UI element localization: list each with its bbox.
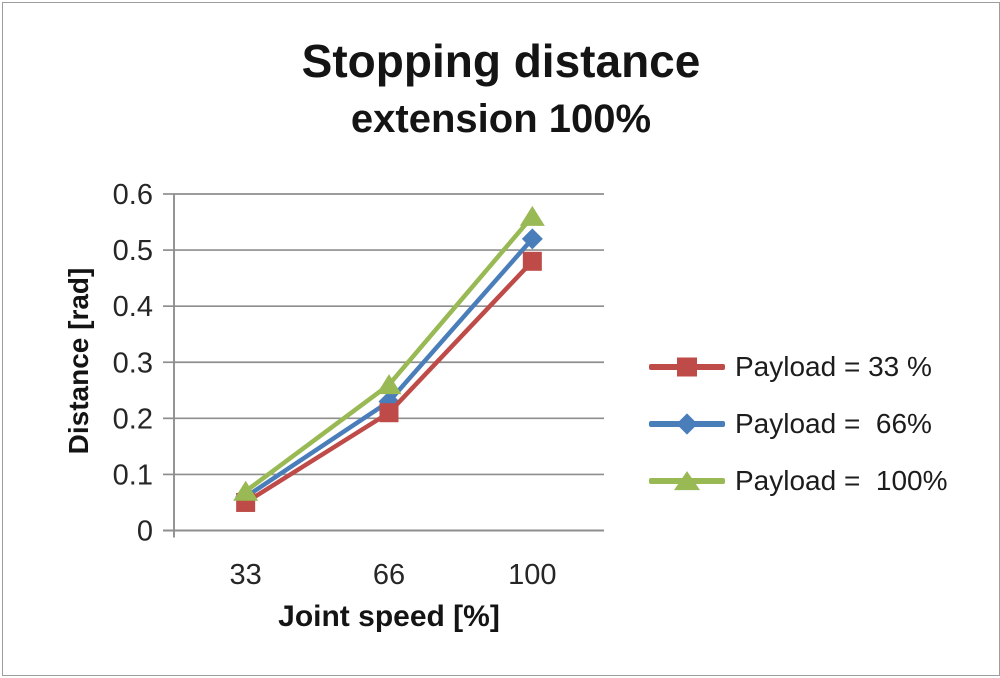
marker-diamond xyxy=(521,228,543,250)
y-tick-label: 0.1 xyxy=(113,459,153,491)
legend-item: Payload = 33 % xyxy=(647,347,948,387)
legend-marker-shape xyxy=(676,413,698,435)
y-tick-label: 0.5 xyxy=(113,235,153,267)
marker-triangle xyxy=(519,205,545,226)
x-tick-label: 66 xyxy=(373,559,405,591)
legend-marker-shape xyxy=(674,471,700,491)
legend-marker-shape xyxy=(677,357,697,377)
chart-title: Stopping distance xyxy=(301,35,701,87)
legend-label: Payload = 66% xyxy=(735,408,932,439)
marker-square xyxy=(379,403,399,423)
x-tick-label: 33 xyxy=(230,559,262,591)
legend-label: Payload = 33 % xyxy=(735,351,932,382)
legend-label: Payload = 100% xyxy=(735,465,948,496)
y-tick-label: 0.2 xyxy=(113,403,153,435)
chart-subtitle: extension 100% xyxy=(350,97,652,141)
series-line-triangle xyxy=(244,214,535,494)
marker-triangle xyxy=(376,374,402,395)
legend-diamond-icon xyxy=(647,404,727,444)
legend-square-icon xyxy=(647,347,727,387)
marker-square xyxy=(522,251,542,271)
y-tick-label: 0.6 xyxy=(113,179,153,211)
legend-item: Payload = 66% xyxy=(647,404,948,444)
y-tick-label: 0.3 xyxy=(113,347,153,379)
y-axis-title: Distance [rad] xyxy=(63,267,94,455)
marker-triangle xyxy=(233,480,259,501)
legend-item: Payload = 100% xyxy=(647,461,948,501)
legend: Payload = 33 % Payload = 66% Payload = 100… xyxy=(647,347,948,501)
y-tick-label: 0.4 xyxy=(113,291,153,323)
x-axis-title: Joint speed [%] xyxy=(278,600,500,633)
plot-area: 0 0.1 0.2 0.3 0.4 0.5 0.6 33 66 100 xyxy=(113,179,604,591)
legend-triangle-icon xyxy=(647,461,727,501)
x-tick-label: 100 xyxy=(508,559,556,591)
y-tick-label: 0 xyxy=(137,516,153,548)
